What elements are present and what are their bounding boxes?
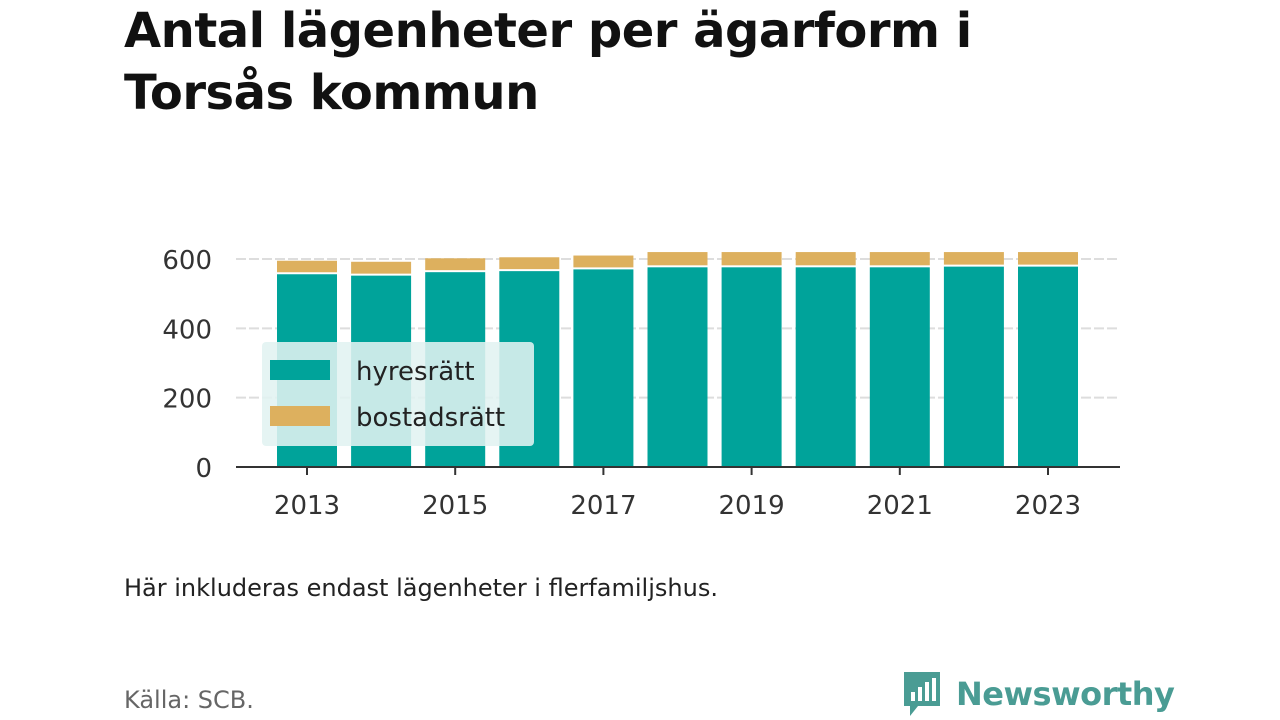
legend-swatch [270,360,330,380]
bar-hyresratt [869,267,930,467]
bar-bostadsratt [573,255,634,268]
x-tick-label: 2017 [570,491,636,521]
y-tick-label: 400 [162,315,212,345]
bar-bostadsratt [351,261,412,274]
chart-title: Antal lägenheter per ägarform i Torsås k… [124,3,972,121]
bar-bostadsratt [721,252,782,266]
y-tick-label: 200 [162,385,212,415]
bar-bostadsratt [869,252,930,266]
y-tick-label: 0 [195,454,212,484]
chart-note: Här inkluderas endast lägenheter i flerf… [124,574,718,602]
legend-label: bostadsrätt [356,403,505,433]
legend-label: hyresrätt [356,357,475,387]
bar-chart: 0 200 400 600 2013 2015 2017 2019 2021 2023 hyres… [162,246,1120,521]
x-tick-label: 2023 [1015,491,1081,521]
axes: 0 200 400 600 2013 2015 2017 2019 2021 2023 [162,246,1120,521]
newsworthy-logo-icon [904,672,940,716]
bar-bostadsratt [943,252,1004,265]
bar-hyresratt [943,266,1004,467]
brand-name: Newsworthy [956,675,1175,713]
bar-hyresratt [1018,266,1078,467]
x-tick-label: 2013 [274,491,340,521]
bar-bostadsratt [795,252,856,266]
x-tick-label: 2021 [867,491,933,521]
legend: hyresrätt bostadsrätt [262,342,534,446]
y-tick-label: 600 [162,246,212,276]
bar-hyresratt [795,267,856,467]
brand-logo: Newsworthy [902,670,1175,718]
x-tick-label: 2015 [422,491,488,521]
bar-hyresratt [721,267,782,467]
bar-bostadsratt [1018,252,1078,265]
bar-bostadsratt [499,257,560,270]
bar-bostadsratt [277,260,337,273]
bar-bostadsratt [647,252,708,266]
x-tick-label: 2019 [719,491,785,521]
bar-bostadsratt [425,258,486,271]
legend-swatch [270,406,330,426]
source-text: Källa: SCB. [124,686,254,714]
bar-hyresratt [647,267,708,467]
bar-hyresratt [573,269,634,467]
